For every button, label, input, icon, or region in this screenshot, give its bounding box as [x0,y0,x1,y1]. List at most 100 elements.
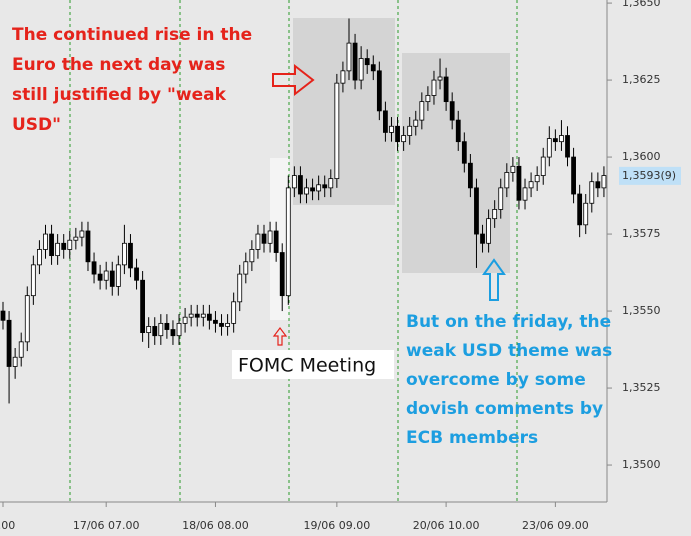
candle-body [237,273,243,303]
candle-body [146,326,152,334]
candle-body [565,135,570,158]
candle-body [128,242,133,269]
candle-body [486,218,492,244]
candle-body [194,313,200,318]
candle-body [6,319,12,367]
candle-body [134,267,139,281]
blue-note: ECB members [406,428,538,448]
candle-body [407,125,413,136]
candle-body [559,135,564,143]
highlight-box [402,53,510,273]
candle-body [583,202,589,226]
candle-body [67,239,73,250]
red-note: Euro the next day was [12,55,225,75]
x-tick-label: 17/06 07.00 [73,519,140,532]
candle-body [279,252,285,297]
candle-body [389,125,394,133]
candles [0,18,607,404]
blue-note: overcome by some [406,370,586,390]
red-note: The continued rise in the [12,25,252,45]
plot [69,0,518,502]
candle-body [437,76,443,81]
candle-body [492,209,498,220]
candle-body [152,326,158,337]
y-tick-label: 1,3650 [622,0,661,9]
candle-body [200,313,206,318]
event-box [232,350,394,379]
y-tick-label: 1,3575 [622,227,661,240]
candle-body [73,236,79,241]
candle-body [467,162,473,189]
candle-body [249,249,255,263]
red-up-arrow [272,327,288,346]
candle-body [85,230,91,263]
y-tick-label: 1,3525 [622,381,661,394]
axes: 1,3500 1,3525 1,3550 1,3575 1,3600 1,3625 1,36… [0,0,681,532]
candle-body [589,181,595,204]
candle-body [510,165,516,173]
event-label: FOMC Meeting [238,355,376,377]
candle-body [443,76,449,103]
candle-body [401,135,407,143]
x-tick-label: 23/06 09.00 [522,519,589,532]
candle-body [213,319,218,324]
candle-body [0,310,6,321]
candle-body [170,329,176,337]
red-note: still justified by "weak [12,85,227,105]
candle-body [49,233,54,257]
candle-body [358,58,364,81]
candle-body [255,233,261,250]
candle-body [30,264,36,297]
candle-body [461,141,467,164]
candle-body [115,264,121,287]
candle-body [109,270,115,287]
y-tick-label: 1,3550 [622,304,661,317]
candle-body [273,230,279,253]
candle-body [55,242,61,257]
candle-body [122,242,127,266]
candle-body [231,301,237,324]
candle-body [182,316,188,324]
blue-note: dovish comments by [406,399,603,419]
candle-body [528,181,534,189]
x-tick-label: 6.00 [0,519,15,532]
candle-body [449,101,455,121]
candle-body [97,273,103,281]
candle-body [595,181,601,189]
candle-body [340,70,346,84]
candle-body [91,261,97,275]
last-price-box [619,166,681,185]
highlight-box [293,18,395,205]
blue-note: weak USD theme was [406,341,612,361]
y-tick-label: 1,3600 [622,150,661,163]
y-tick-label: 1,3500 [622,458,661,471]
candle-body [261,233,267,244]
y-tick-label: 1,3625 [622,73,661,86]
candle-body [304,187,309,195]
red-note: USD" [12,115,61,135]
candle-body [480,233,485,244]
candle-body [267,230,273,244]
candle-body [346,42,352,72]
candle-body [164,322,170,330]
notes: The continued rise in the Euro the next d… [12,25,612,448]
candle-body [291,175,297,189]
candle-body [601,175,607,189]
candle-body [376,70,382,112]
candle-body [140,279,146,334]
candle-body [188,313,194,318]
candle-body [334,82,340,180]
x-tick-label: 18/06 08.00 [182,519,249,532]
candle-body [24,295,30,343]
candle-body [540,156,546,176]
candle-body [43,233,48,250]
x-tick-label: 20/06 10.00 [413,519,480,532]
candle-body [534,175,540,183]
x-tick-label: 19/06 09.00 [304,519,371,532]
red-arrow [272,63,315,97]
candle-body [552,138,558,143]
candle-body [322,184,328,189]
candle-body [219,322,224,327]
candle-body [370,64,376,72]
